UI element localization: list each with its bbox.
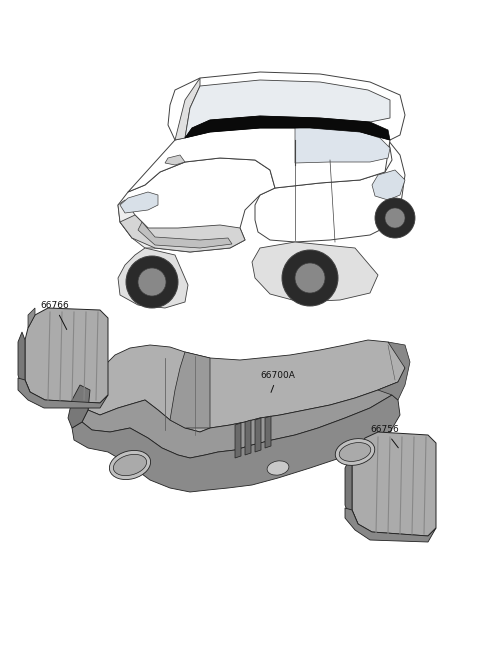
Polygon shape bbox=[18, 378, 108, 408]
Ellipse shape bbox=[113, 455, 146, 476]
Polygon shape bbox=[170, 352, 210, 428]
Polygon shape bbox=[295, 126, 390, 163]
Polygon shape bbox=[235, 423, 241, 458]
Polygon shape bbox=[118, 158, 275, 252]
Polygon shape bbox=[185, 80, 390, 138]
Polygon shape bbox=[88, 340, 405, 432]
Polygon shape bbox=[165, 155, 185, 165]
Polygon shape bbox=[245, 420, 251, 455]
Polygon shape bbox=[185, 116, 390, 140]
Polygon shape bbox=[118, 248, 188, 308]
Polygon shape bbox=[82, 382, 398, 458]
Text: 66756: 66756 bbox=[370, 425, 399, 448]
Polygon shape bbox=[265, 416, 271, 448]
Polygon shape bbox=[168, 72, 405, 140]
Ellipse shape bbox=[109, 451, 151, 480]
Polygon shape bbox=[68, 385, 90, 428]
Circle shape bbox=[138, 268, 166, 296]
Ellipse shape bbox=[267, 461, 289, 475]
Polygon shape bbox=[72, 395, 400, 492]
Polygon shape bbox=[378, 342, 410, 400]
Polygon shape bbox=[120, 192, 158, 213]
Polygon shape bbox=[255, 418, 261, 452]
Polygon shape bbox=[255, 140, 405, 242]
Circle shape bbox=[385, 208, 405, 228]
Ellipse shape bbox=[339, 443, 371, 461]
Polygon shape bbox=[372, 170, 405, 200]
Polygon shape bbox=[28, 308, 35, 328]
Polygon shape bbox=[345, 508, 436, 542]
Polygon shape bbox=[138, 222, 232, 248]
Polygon shape bbox=[175, 78, 200, 140]
Circle shape bbox=[295, 263, 325, 293]
Text: 66766: 66766 bbox=[40, 301, 69, 329]
Polygon shape bbox=[18, 332, 30, 392]
Circle shape bbox=[282, 250, 338, 306]
Polygon shape bbox=[120, 215, 245, 252]
Circle shape bbox=[375, 198, 415, 238]
Circle shape bbox=[126, 256, 178, 308]
Ellipse shape bbox=[335, 439, 375, 465]
Polygon shape bbox=[352, 432, 436, 536]
Polygon shape bbox=[118, 200, 160, 248]
Polygon shape bbox=[345, 458, 358, 524]
Polygon shape bbox=[25, 308, 108, 403]
Polygon shape bbox=[128, 128, 390, 192]
Text: 66700A: 66700A bbox=[260, 371, 295, 392]
Polygon shape bbox=[252, 242, 378, 302]
